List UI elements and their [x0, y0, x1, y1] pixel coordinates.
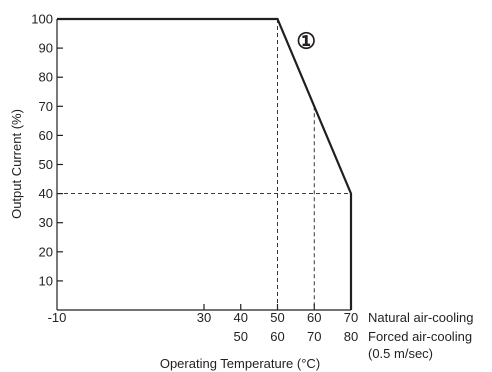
y-axis-title: Output Current (%) — [9, 109, 24, 219]
x-tick-label-natural: 60 — [307, 310, 321, 325]
x-axis-ticks: -10 30 40 50 60 70 50 60 70 80 — [48, 304, 358, 344]
y-tick-label: 30 — [39, 215, 53, 230]
x-tick-label-natural: -10 — [48, 310, 67, 325]
x-tick-label-forced: 70 — [307, 329, 321, 344]
y-tick-label: 90 — [39, 41, 53, 56]
x-tick-label-forced: 80 — [344, 329, 358, 344]
y-tick-label: 20 — [39, 244, 53, 259]
series-group — [57, 17, 353, 310]
y-tick-label: 50 — [39, 157, 53, 172]
curve-marker-1: ① — [296, 28, 316, 53]
chart-axes — [56, 19, 351, 311]
x-axis-title: Operating Temperature (°C) — [160, 356, 320, 371]
y-tick-label: 10 — [39, 273, 53, 288]
x-tick-label-forced: 50 — [234, 329, 248, 344]
y-axis-ticks: 10 20 30 40 50 60 70 80 90 100 — [31, 12, 63, 288]
x-tick-label-natural: 70 — [344, 310, 358, 325]
x-tick-label-forced: 60 — [270, 329, 284, 344]
forced-cooling-label: Forced air-cooling — [368, 329, 472, 344]
x-tick-label-natural: 40 — [234, 310, 248, 325]
x-tick-label-natural: 30 — [197, 310, 211, 325]
y-tick-label: 40 — [39, 186, 53, 201]
y-tick-label: 60 — [39, 128, 53, 143]
y-tick-label: 70 — [39, 99, 53, 114]
x-tick-label-natural: 50 — [270, 310, 284, 325]
y-tick-label: 80 — [39, 70, 53, 85]
forced-cooling-airflow-label: (0.5 m/sec) — [368, 346, 433, 361]
natural-cooling-label: Natural air-cooling — [368, 310, 474, 325]
y-tick-label: 100 — [31, 12, 53, 27]
reference-lines — [57, 19, 351, 310]
derating-curve — [57, 17, 353, 310]
